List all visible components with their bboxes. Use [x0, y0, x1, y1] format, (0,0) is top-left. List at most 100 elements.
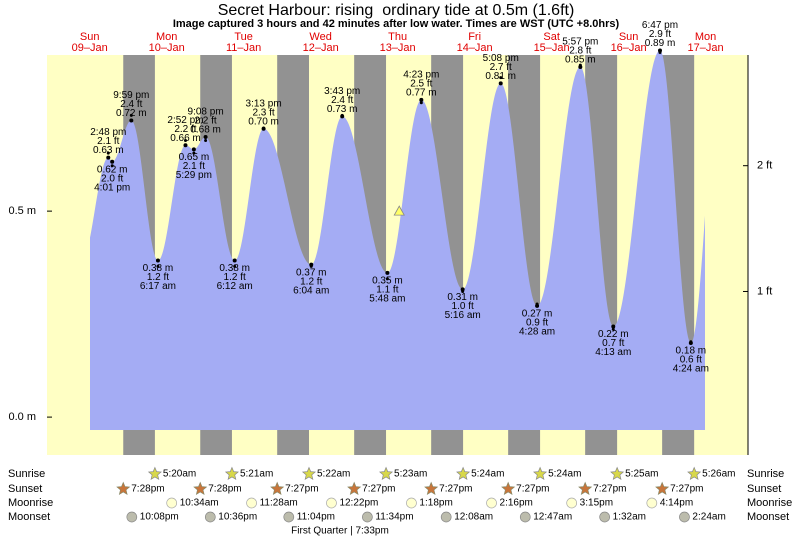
event-icon	[204, 511, 216, 523]
row-label: Moonrise	[747, 497, 792, 509]
day-date: 15–Jan	[534, 42, 570, 54]
event-time: 1:18pm	[419, 498, 452, 509]
event-time: 7:28pm	[208, 484, 241, 495]
tide-label: 5:57 pm	[562, 37, 598, 48]
y2-tick-label: 1 ft	[757, 285, 772, 297]
event-time: 5:23am	[394, 469, 427, 480]
tide-label: 0.73 m	[327, 104, 358, 115]
day-name: Thu	[388, 31, 407, 43]
tide-label: 2.1 ft	[97, 136, 119, 147]
tide-label: 2.2 ft	[174, 124, 196, 135]
event-icon	[687, 466, 702, 480]
tide-label: 4:23 pm	[403, 70, 439, 81]
tide-point	[232, 258, 237, 263]
event-icon	[270, 481, 285, 495]
event-icon	[326, 497, 337, 509]
tide-label: 2.9 ft	[649, 29, 671, 40]
tide-label: 0.38 m	[143, 263, 174, 274]
tide-label: 1.2 ft	[147, 272, 169, 283]
tide-label: 6:47 pm	[642, 20, 678, 31]
event-icon	[362, 511, 373, 523]
day-date: 14–Jan	[457, 42, 493, 54]
tide-label: 0.38 m	[219, 263, 250, 274]
tide-label: 0.37 m	[296, 267, 327, 278]
tide-point-ft	[611, 327, 615, 331]
event-icon	[679, 511, 690, 523]
event-icon	[166, 497, 178, 509]
event-time: 7:27pm	[285, 484, 318, 495]
event-icon	[224, 466, 239, 480]
chart-title: Secret Harbour: rising ordinary tide at …	[218, 2, 575, 19]
event-time: 5:26am	[702, 469, 735, 480]
tide-point-ft	[499, 76, 503, 80]
day-name: Sun	[80, 31, 100, 43]
day-date: 09–Jan	[72, 42, 108, 54]
moon-phase: First Quarter | 7:33pm	[291, 526, 389, 537]
tide-point	[498, 81, 503, 86]
event-icon	[519, 511, 531, 523]
row-label: Sunrise	[8, 468, 45, 480]
tide-label: 0.22 m	[598, 329, 629, 340]
tide-point	[460, 287, 465, 292]
tide-label: 0.18 m	[676, 346, 707, 357]
event-icon	[283, 511, 295, 523]
event-icon	[610, 466, 625, 480]
row-label: Sunrise	[747, 468, 784, 480]
tide-point	[261, 126, 266, 131]
tide-label: 0.68 m	[190, 125, 221, 136]
tide-label: 2.8 ft	[569, 46, 591, 57]
tide-point-ft	[233, 264, 237, 268]
event-time: 3:15pm	[580, 498, 613, 509]
day-date: 17–Jan	[688, 42, 724, 54]
row-label: Moonset	[747, 511, 789, 523]
event-time: 11:04pm	[297, 512, 335, 523]
tide-label: 0.85 m	[565, 55, 596, 66]
row-label: Sunset	[747, 483, 781, 495]
tide-point	[688, 340, 693, 345]
tide-label: 4:13 am	[595, 347, 631, 358]
tide-point-ft	[183, 139, 187, 143]
event-time: 7:27pm	[439, 484, 472, 495]
tide-point	[611, 324, 616, 329]
tide-point-ft	[204, 139, 208, 143]
tide-label: 6:12 am	[217, 281, 253, 292]
tide-label: 0.62 m	[97, 164, 128, 175]
tide-label: 0.72 m	[116, 108, 147, 119]
tide-label: 0.9 ft	[526, 318, 548, 329]
tide-point	[106, 155, 111, 160]
tide-label: 2:48 pm	[90, 127, 126, 138]
tide-label: 0.31 m	[447, 292, 478, 303]
y2-tick-label: 2 ft	[757, 160, 772, 172]
event-icon	[347, 481, 362, 495]
event-time: 10:36pm	[218, 512, 257, 523]
tide-point-ft	[419, 101, 423, 105]
tide-point-ft	[156, 264, 160, 268]
tide-label: 0.7 ft	[602, 338, 624, 349]
tide-label: 2:52 pm	[167, 115, 203, 126]
event-icon	[193, 481, 208, 495]
event-time: 5:21am	[240, 469, 273, 480]
tide-area-layer	[90, 50, 705, 431]
event-time: 7:27pm	[593, 484, 626, 495]
event-time: 7:27pm	[670, 484, 703, 495]
current-tide-marker	[393, 205, 405, 216]
tide-point	[309, 262, 314, 267]
tide-point-ft	[110, 164, 114, 168]
event-time: 10:08pm	[140, 512, 179, 523]
event-icon	[486, 497, 497, 509]
event-time: 10:34am	[180, 498, 219, 509]
event-icon	[646, 497, 658, 509]
tide-label: 5:08 pm	[483, 53, 519, 64]
tide-area	[90, 50, 705, 431]
event-icon	[533, 466, 548, 480]
tide-label: 2.1 ft	[183, 161, 205, 172]
tide-label: 9:59 pm	[113, 90, 149, 101]
tide-label: 2.3 ft	[252, 107, 274, 118]
event-time: 4:14pm	[660, 498, 693, 509]
tide-point-ft	[385, 277, 389, 281]
event-time: 2:24am	[692, 512, 725, 523]
tide-label: 2.4 ft	[331, 95, 353, 106]
event-time: 7:27pm	[516, 484, 549, 495]
event-time: 5:25am	[625, 469, 658, 480]
tide-label: 2.2 ft	[194, 116, 216, 127]
